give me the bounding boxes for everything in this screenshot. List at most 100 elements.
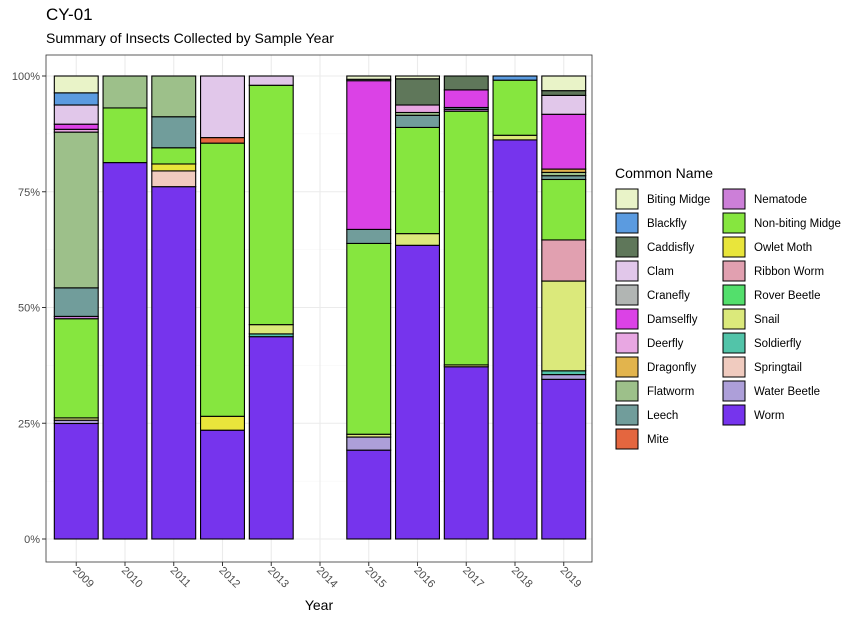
x-tick-label: 2010 [119, 565, 145, 591]
bar-segment-leech [151, 116, 197, 149]
y-tick-label: 50% [18, 303, 40, 315]
bar-segment-worm [346, 449, 392, 540]
bar-segment-worm [151, 186, 197, 540]
legend-swatch [615, 356, 639, 378]
y-tick-label: 75% [18, 187, 40, 199]
bar-segment-damselfly [443, 89, 489, 109]
legend-label: Snail [754, 314, 780, 326]
legend-label: Leech [647, 410, 678, 422]
bar-stack-2017 [443, 75, 489, 540]
legend-label: Caddisfly [647, 242, 695, 254]
legend-label: Flatworm [647, 386, 694, 398]
bar-segment-non-biting-midge [151, 147, 197, 165]
legend-label: Water Beetle [754, 386, 820, 398]
bar-segment-snail [395, 233, 440, 246]
legend-item-caddisfly: Caddisfly [615, 236, 695, 258]
x-tick-label: 2019 [558, 565, 584, 591]
legend-swatch [615, 188, 639, 210]
legend-label: Non-biting Midge [754, 218, 841, 230]
x-axis: 2009 2010 2011 2012 2013 2014 2015 2016 2017 2018… [70, 562, 583, 590]
bar-segment-snail [248, 324, 294, 335]
x-tick-label: 2009 [70, 565, 96, 591]
legend-item-nematode: Nematode [722, 188, 807, 210]
bar-segment-worm [395, 244, 440, 540]
legend-title: Common Name [615, 165, 713, 181]
bar-segment-clam [248, 75, 294, 86]
bar-segment-worm [492, 139, 538, 540]
legend-label: Rover Beetle [754, 290, 820, 302]
legend-label: Mite [647, 434, 669, 446]
bar-segment-non-biting-midge [443, 110, 489, 366]
bar-stack-2016 [395, 75, 440, 540]
x-tick-label: 2012 [216, 565, 242, 591]
legend-swatch [615, 332, 639, 354]
bar-segment-blackfly [53, 92, 99, 106]
legend-item-flatworm: Flatworm [615, 380, 694, 402]
bar-segment-deerfly [395, 104, 440, 114]
legend-item-springtail: Springtail [722, 356, 802, 378]
bar-segment-mite [200, 137, 245, 144]
bar-segment-soldierfly [541, 370, 587, 376]
legend-item-water-beetle: Water Beetle [722, 380, 820, 402]
bar-segment-caddisfly [395, 78, 440, 106]
legend-label: Worm [754, 410, 784, 422]
legend-item-dragonfly: Dragonfly [615, 356, 696, 378]
legend-item-rover-beetle: Rover Beetle [722, 284, 820, 306]
bar-segment-worm [541, 378, 587, 540]
bar-segment-clam [200, 75, 245, 139]
legend-item-non-biting-midge: Non-biting Midge [722, 212, 841, 234]
legend-swatch [615, 308, 639, 330]
bar-segment-worm [443, 366, 489, 540]
x-tick-label: 2016 [411, 565, 437, 591]
bar-segment-worm [53, 422, 99, 540]
x-tick-label: 2018 [509, 565, 535, 591]
legend-swatch [722, 404, 746, 426]
bar-segment-clam [541, 94, 587, 115]
legend-item-cranefly: Cranefly [615, 284, 690, 306]
legend-label: Clam [647, 266, 674, 278]
bar-segment-biting-midge [346, 75, 392, 80]
legend-swatch [722, 380, 746, 402]
legend-swatch [615, 260, 639, 282]
legend-swatch [722, 308, 746, 330]
legend-swatch [722, 332, 746, 354]
bar-segment-snail [541, 280, 587, 372]
bar-segment-non-biting-midge [541, 178, 587, 241]
legend-label: Soldierfly [754, 338, 802, 350]
legend-swatch [722, 212, 746, 234]
legend-item-blackfly: Blackfly [615, 212, 687, 234]
legend-label: Owlet Moth [754, 242, 812, 254]
x-tick-label: 2015 [363, 565, 389, 591]
legend-swatch [722, 236, 746, 258]
legend-swatch [615, 236, 639, 258]
x-tick-label: 2014 [314, 565, 340, 591]
y-tick-label: 0% [24, 534, 40, 546]
legend-label: Deerfly [647, 338, 684, 350]
bar-stack-2012 [200, 75, 245, 540]
legend-swatch [615, 428, 639, 450]
bar-segment-biting-midge [53, 75, 99, 94]
bar-segment-non-biting-midge [102, 107, 148, 164]
bar-segment-non-biting-midge [53, 318, 99, 419]
legend-item-leech: Leech [615, 404, 678, 426]
bar-segment-biting-midge [541, 75, 587, 92]
bar-segment-springtail [151, 170, 197, 188]
x-tick-label: 2011 [168, 565, 193, 590]
bar-stack-2018 [492, 75, 538, 540]
bar-segment-caddisfly [443, 75, 489, 91]
y-tick-label: 100% [12, 71, 40, 83]
bar-segment-ribbon-worm [541, 239, 587, 282]
bar-segment-flatworm [53, 131, 99, 289]
bar-segment-leech [395, 114, 440, 128]
bar-stack-2019 [541, 75, 587, 540]
bar-segment-worm [102, 162, 148, 540]
bars-group [53, 75, 587, 540]
bar-segment-water-beetle [541, 374, 587, 380]
legend-item-ribbon-worm: Ribbon Worm [722, 260, 824, 282]
legend-item-damselfly: Damselfly [615, 308, 698, 330]
legend-label: Dragonfly [647, 362, 696, 374]
legend-swatch [722, 260, 746, 282]
legend-swatch [615, 404, 639, 426]
bar-stack-2013 [248, 75, 294, 540]
bar-segment-damselfly [53, 123, 99, 130]
